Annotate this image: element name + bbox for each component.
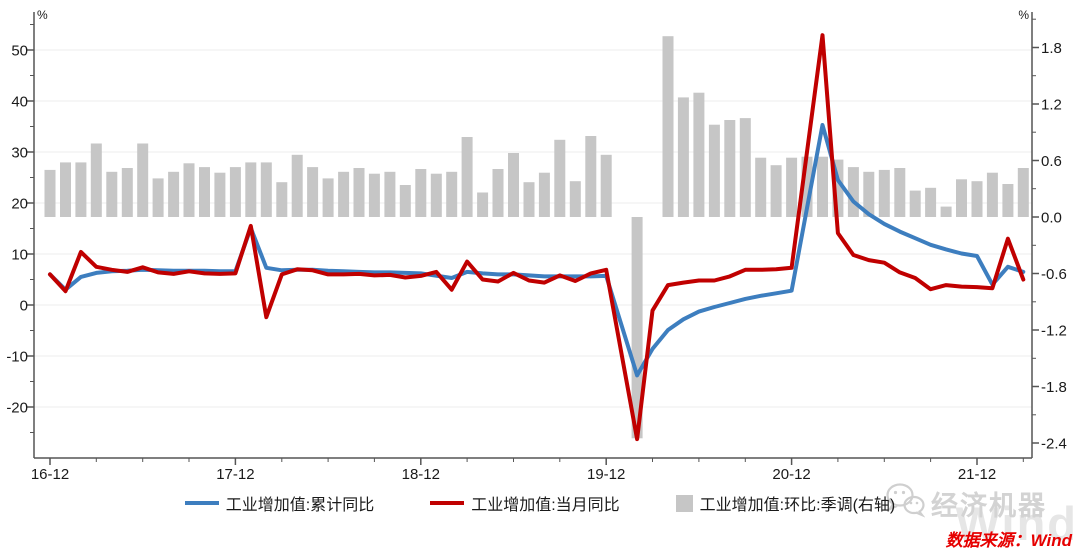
legend-label: 工业增加值:当月同比: [471, 497, 620, 514]
svg-text:20-12: 20-12: [772, 466, 810, 483]
right-axis-unit: %: [1018, 8, 1029, 22]
axes: [33, 12, 1033, 459]
legend: 工业增加值:累计同比 工业增加值:当月同比 工业增加值:环比:季调(右轴): [0, 491, 1080, 515]
svg-text:0.6: 0.6: [1041, 153, 1062, 170]
legend-item-cumulative-yoy: 工业增加值:累计同比: [184, 491, 375, 515]
gridlines: [34, 49, 1032, 408]
legend-item-mom-sa: 工业增加值:环比:季调(右轴): [675, 491, 896, 515]
svg-text:16-12: 16-12: [31, 466, 69, 483]
brand-watermark: 经济机器: [885, 482, 1047, 525]
wind-watermark: Wind: [955, 497, 1078, 549]
svg-text:-1.8: -1.8: [1041, 379, 1067, 396]
svg-text:0: 0: [20, 298, 28, 315]
svg-text:-0.6: -0.6: [1041, 266, 1067, 283]
left-axis-unit: %: [37, 8, 48, 22]
svg-text:-20: -20: [6, 400, 28, 417]
svg-text:-10: -10: [6, 349, 28, 366]
svg-text:40: 40: [11, 94, 28, 111]
wechat-icon: [885, 482, 926, 525]
data-source-note: 数据来源：Wind: [945, 531, 1072, 549]
svg-text:30: 30: [11, 145, 28, 162]
legend-swatch-red-line: [430, 501, 465, 505]
right-axis-ticks: 1.8 1.2 0.6 0.0 -0.6 -1.2 -1.8 -2.4: [1032, 18, 1067, 453]
svg-text:20: 20: [11, 196, 28, 213]
svg-text:10: 10: [11, 247, 28, 264]
left-axis-ticks: 50 40 30 20 10 0 -10 -20: [6, 24, 34, 433]
brand-text: 经济机器: [931, 491, 1047, 521]
line-series-monthly-yoy: [48, 33, 1026, 442]
svg-text:19-12: 19-12: [587, 466, 625, 483]
svg-text:1.8: 1.8: [1041, 40, 1062, 57]
legend-label: 工业增加值:累计同比: [225, 497, 375, 514]
svg-text:21-12: 21-12: [958, 466, 996, 483]
legend-item-monthly-yoy: 工业增加值:当月同比: [430, 491, 620, 515]
svg-text:1.2: 1.2: [1041, 97, 1062, 114]
legend-swatch-blue-line: [184, 501, 219, 505]
bar-series-mom-sa: [44, 36, 1029, 439]
svg-text:-2.4: -2.4: [1041, 436, 1067, 453]
svg-text:18-12: 18-12: [402, 466, 440, 483]
legend-swatch-gray-square: [675, 494, 693, 512]
svg-text:17-12: 17-12: [216, 466, 254, 483]
svg-text:50: 50: [11, 43, 28, 60]
x-axis-ticks: 16-12 17-12 18-12 19-12 20-12 21-12: [31, 458, 1024, 483]
line-series-cumulative-yoy: [48, 123, 1026, 378]
legend-label: 工业增加值:环比:季调(右轴): [699, 497, 896, 514]
svg-text:-1.2: -1.2: [1041, 323, 1067, 340]
svg-text:0.0: 0.0: [1041, 210, 1062, 227]
